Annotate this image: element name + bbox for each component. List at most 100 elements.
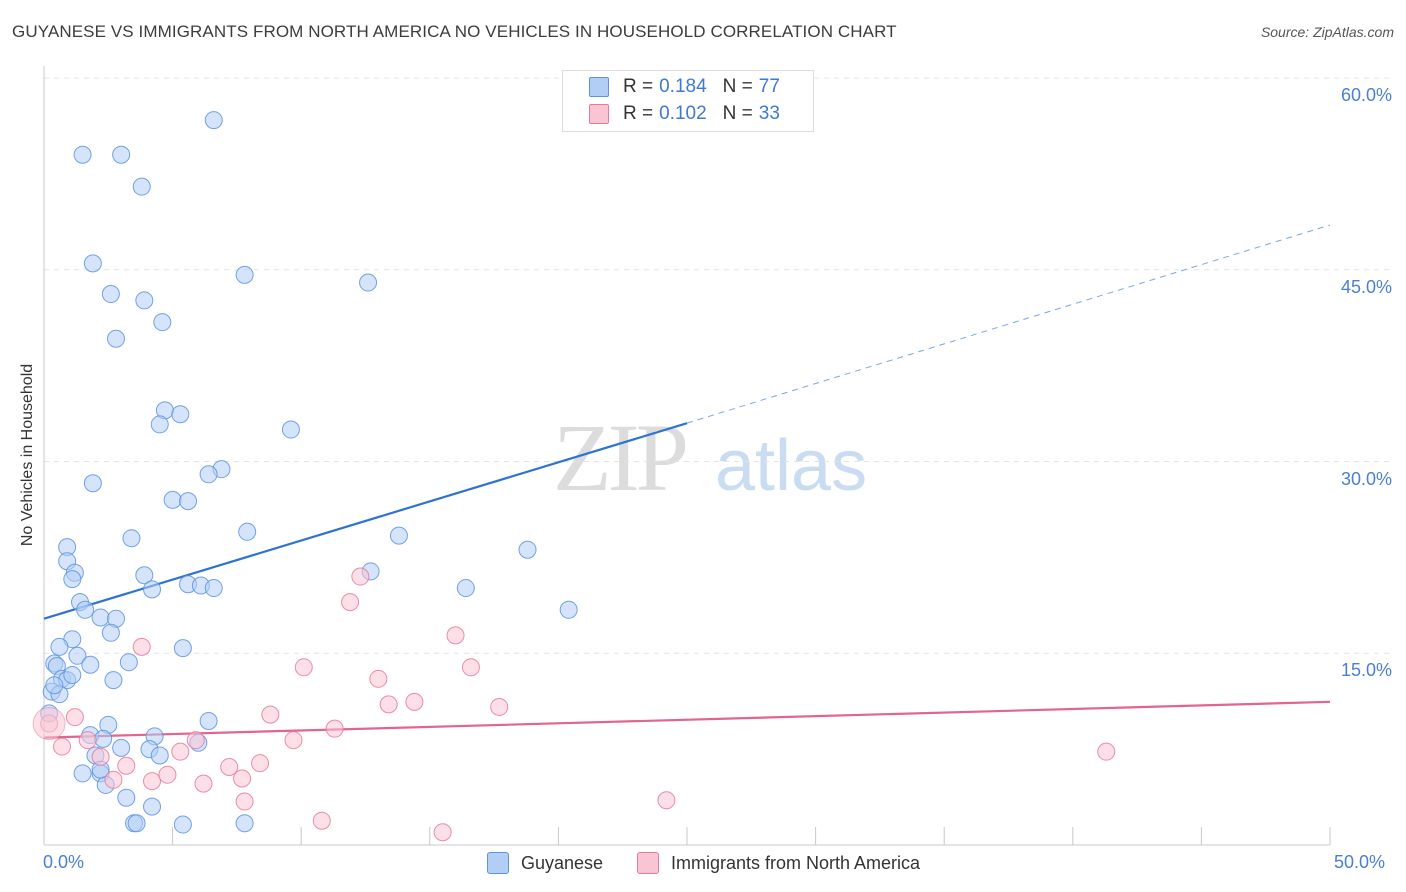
guyanese-point xyxy=(204,579,223,598)
guyanese-point xyxy=(143,797,162,816)
n-value: 77 xyxy=(758,76,780,97)
guyanese-point xyxy=(204,111,223,130)
immigrants-legend-swatch xyxy=(637,852,659,874)
guyanese-point xyxy=(199,465,218,484)
guyanese-point xyxy=(127,814,146,833)
immigrants-point xyxy=(194,774,213,793)
immigrants-point xyxy=(405,692,424,711)
immigrants-point xyxy=(78,731,97,750)
x-tick-label-max: 50.0% xyxy=(1334,852,1386,872)
guyanese-trend-line xyxy=(43,422,688,620)
y-axis-label: No Vehicles in Household xyxy=(19,363,36,547)
stats-row-guyanese: R = 0.184 N = 77 xyxy=(589,75,780,99)
immigrants-swatch xyxy=(589,104,609,124)
guyanese-point xyxy=(163,490,182,509)
guyanese-point xyxy=(68,646,87,665)
guyanese-point xyxy=(150,415,169,434)
guyanese-point xyxy=(73,764,92,783)
immigrants-point xyxy=(220,758,239,777)
immigrants-point xyxy=(657,791,676,810)
guyanese-point xyxy=(45,676,64,695)
stats-legend: R = 0.184 N = 77 R = 0.102 N = 33 xyxy=(562,70,814,132)
gridlines xyxy=(44,77,1394,654)
r-label: R = xyxy=(623,103,654,124)
y-tick-label: 30.0% xyxy=(1340,468,1392,489)
guyanese-point xyxy=(135,291,154,310)
immigrants-point-cluster xyxy=(32,707,66,741)
guyanese-point xyxy=(112,738,131,757)
immigrants-point xyxy=(251,754,270,773)
immigrants-point xyxy=(132,637,151,656)
immigrants-point xyxy=(186,731,205,750)
guyanese-swatch xyxy=(589,77,609,97)
guyanese-point xyxy=(63,570,82,589)
immigrants-point xyxy=(104,770,123,789)
immigrants-point xyxy=(490,697,509,716)
guyanese-point xyxy=(117,788,136,807)
immigrants-point xyxy=(369,669,388,688)
immigrants-point xyxy=(235,792,254,811)
guyanese-point xyxy=(122,529,141,548)
trend-lines xyxy=(43,224,1331,739)
guyanese-point xyxy=(119,653,138,672)
guyanese-point xyxy=(456,579,475,598)
stats-row-immigrants: R = 0.102 N = 33 xyxy=(589,102,780,126)
immigrants-point xyxy=(294,658,313,677)
guyanese-trend-extension xyxy=(686,224,1331,424)
immigrants-point xyxy=(446,626,465,645)
r-label: R = xyxy=(623,76,654,97)
guyanese-point xyxy=(76,600,95,619)
immigrants-point xyxy=(284,731,303,750)
immigrants-point xyxy=(351,567,370,586)
guyanese-point xyxy=(238,522,257,541)
guyanese-point xyxy=(50,637,69,656)
guyanese-point xyxy=(389,526,408,545)
guyanese-point xyxy=(359,273,378,292)
source-note: Source: ZipAtlas.com xyxy=(1260,24,1394,40)
immigrants-point xyxy=(117,756,136,775)
guyanese-point xyxy=(150,746,169,765)
y-tick-label: 45.0% xyxy=(1340,276,1392,297)
guyanese-point xyxy=(83,474,102,493)
immigrants-point xyxy=(433,823,452,842)
guyanese-point xyxy=(173,815,192,834)
guyanese-point xyxy=(73,145,92,164)
legend-item-immigrants[interactable]: Immigrants from North America xyxy=(637,852,920,874)
legend-item-guyanese[interactable]: Guyanese xyxy=(487,852,603,874)
r-value: 0.184 xyxy=(659,76,707,97)
guyanese-point xyxy=(101,285,120,304)
guyanese-point xyxy=(63,665,82,684)
guyanese-point xyxy=(91,608,110,627)
legend-label: Guyanese xyxy=(521,852,604,873)
guyanese-point xyxy=(153,313,172,332)
guyanese-point xyxy=(518,540,537,559)
axes xyxy=(43,66,1331,846)
guyanese-point xyxy=(135,566,154,585)
immigrants-point xyxy=(325,719,344,738)
immigrants-point xyxy=(1097,742,1116,761)
guyanese-point xyxy=(235,814,254,833)
immigrants-point xyxy=(91,747,110,766)
data-points xyxy=(32,111,1116,842)
guyanese-point xyxy=(81,655,100,674)
legend-label: Immigrants from North America xyxy=(671,852,921,873)
y-tick-label: 15.0% xyxy=(1340,660,1392,681)
guyanese-point xyxy=(94,729,113,748)
r-value: 0.102 xyxy=(659,103,707,124)
immigrants-point xyxy=(171,742,190,761)
guyanese-point xyxy=(559,600,578,619)
n-label: N = xyxy=(722,103,753,124)
guyanese-point xyxy=(104,671,123,690)
guyanese-point xyxy=(101,623,120,642)
guyanese-point xyxy=(132,177,151,196)
immigrants-point xyxy=(65,708,84,727)
guyanese-point xyxy=(107,329,126,348)
immigrants-point xyxy=(312,811,331,830)
y-tick-label: 60.0% xyxy=(1340,85,1392,105)
x-tick-label-min: 0.0% xyxy=(43,852,85,872)
guyanese-point xyxy=(173,639,192,658)
guyanese-point xyxy=(179,492,198,511)
immigrants-point xyxy=(461,658,480,677)
guyanese-point xyxy=(83,254,102,273)
